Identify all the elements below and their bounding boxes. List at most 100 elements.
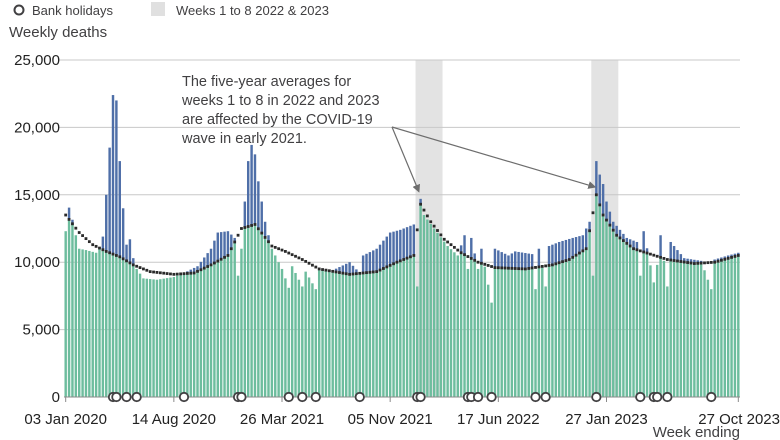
average-point [67,218,71,221]
average-point [655,254,659,258]
average-point [733,255,737,258]
average-point [442,237,446,241]
average-point [246,225,250,228]
bar-base [91,251,94,397]
bar-excess [507,255,510,269]
bar-base [497,267,500,397]
average-point [243,226,247,229]
average-point [409,255,412,259]
average-point [456,248,460,252]
bar-base [304,271,307,397]
bar-excess [115,100,118,256]
bar-base [490,302,493,397]
average-point [267,240,270,244]
bank-holiday-marker [530,391,541,403]
bar-excess [351,265,355,274]
bar-base [649,265,652,397]
bank-holiday-marker [635,391,646,403]
bar-excess [399,229,402,261]
average-point [202,266,206,270]
average-point [554,262,558,266]
average-point [463,253,466,257]
bar-base [186,273,189,397]
bar-excess [527,253,530,269]
bar-base [162,278,165,397]
bar-base [128,262,132,397]
average-point [280,248,284,252]
average-point [111,252,115,256]
bank-holiday-marker [486,391,497,403]
average-point [598,203,602,207]
x-tick-label: 17 Jun 2022 [457,411,540,428]
bar-base [263,237,267,397]
bar-base [138,273,142,397]
average-point [321,268,324,271]
bar-excess [530,254,534,268]
bar-excess [547,246,551,266]
average-point [510,266,514,270]
bar-base [361,272,365,397]
average-point [169,272,172,276]
bar-base [368,272,372,397]
bar-base [287,287,290,397]
bar-base [415,286,419,397]
average-point [91,243,95,247]
bar-base [172,277,176,397]
average-point [196,269,199,273]
average-point [368,270,372,274]
bar-excess [233,237,236,242]
average-point [703,261,706,265]
bar-base [267,241,270,397]
bar-base [277,262,280,397]
bar-base [473,260,476,397]
average-point [412,254,416,257]
average-point [574,253,578,257]
bar-base [199,269,203,397]
average-point [219,257,223,261]
bank-holiday-marker [310,391,321,403]
average-point [216,259,220,263]
average-point [104,250,108,253]
average-point [527,267,531,270]
average-point [297,256,301,260]
bar-base [388,265,392,397]
y-tick-label: 15,000 [14,187,60,204]
bank-holiday-markers [107,391,717,403]
bar-base [301,286,304,397]
bar-base [192,272,196,397]
bar-base [165,278,169,397]
average-point [713,260,717,264]
bar-base [307,277,311,397]
average-point [324,268,328,272]
average-point [513,267,517,270]
average-point [557,261,561,265]
bar-excess [676,250,679,262]
bar-base [98,248,101,397]
average-point [165,272,169,275]
average-point [199,268,203,272]
average-point [452,245,456,249]
bar-excess [419,198,422,205]
bar-excess [263,221,267,238]
bar-base [544,286,547,397]
average-point [311,263,314,267]
bar-base [351,273,355,397]
bar-excess [601,184,605,216]
average-point [158,271,162,275]
bar-base [290,266,294,397]
average-point [371,270,375,274]
average-point [405,256,409,260]
bar-base [683,262,686,397]
bar-excess [679,254,683,262]
average-point [145,268,149,272]
bar-base [64,231,67,397]
average-point [425,214,429,218]
average-point [148,270,152,274]
bar-base [686,262,689,397]
average-point [551,263,554,267]
average-point [378,268,382,272]
average-point [439,233,443,237]
bank-holiday-marker [121,391,132,403]
bar-base [274,255,277,397]
average-point [496,266,500,270]
